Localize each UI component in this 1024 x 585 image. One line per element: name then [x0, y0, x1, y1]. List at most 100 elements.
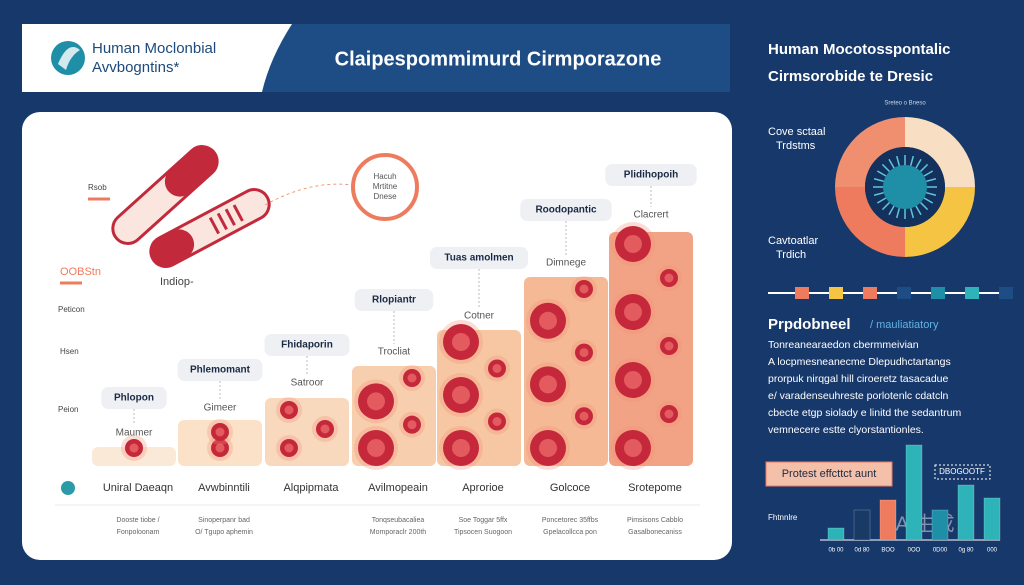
paragraph-line: cbecte etgp siolady e linitd the sedantr… [768, 407, 961, 419]
cell-core [129, 443, 139, 453]
legend-label: DBOGOOTF [939, 467, 985, 476]
section-tag: / mauliatiatory [870, 319, 939, 331]
cell-core [579, 348, 589, 358]
cell-core [539, 375, 557, 394]
cell-core [539, 439, 557, 457]
donut-segment [835, 187, 905, 257]
donut-segment [905, 117, 975, 187]
test-tube [111, 145, 219, 245]
legend-square [863, 287, 877, 299]
mini-bar-label: 000 [987, 548, 998, 554]
virus-spike [881, 163, 890, 172]
column-sub: Cotner [464, 311, 495, 322]
side-title: Human Mocotosspontalic [768, 41, 951, 58]
column-sub: Dimnege [546, 258, 586, 269]
virus-spike [926, 191, 937, 197]
virus-spike [923, 170, 934, 177]
mini-bar [931, 509, 949, 541]
mini-bar [827, 527, 845, 541]
legend-square [965, 287, 979, 299]
cell-core [407, 420, 417, 430]
paragraph-line: A locpmesneanecme Dlepudhctartangs [768, 356, 951, 368]
legend-square [795, 287, 809, 299]
column-label: Fhidaporin [281, 340, 333, 351]
column-sub: Satroor [291, 378, 324, 389]
side-title: Cirmsorobide te Dresic [768, 68, 933, 85]
note: Gpelacollcca pon [543, 529, 597, 536]
mini-bar-label: 0d 80 [854, 548, 870, 554]
category: Alqpipmata [283, 482, 339, 494]
donut-label: Trdstms [776, 140, 816, 152]
cell-core [664, 273, 674, 283]
cell-core [579, 411, 589, 421]
side-label: Peticon [58, 305, 85, 314]
axis-label: Fhtnnlre [768, 513, 798, 522]
test-tube [149, 188, 271, 268]
cell-core [624, 439, 642, 457]
legend-square [931, 287, 945, 299]
donut-label: Cavtoatlar [768, 235, 818, 247]
virus-spike [909, 155, 915, 166]
category: Aprorioe [462, 482, 504, 494]
note: Soe Toggar 5ffx [459, 517, 508, 524]
paragraph-line: prorpuk nirqgal hill ciroeretz tasacadue [768, 373, 949, 385]
note: Pimsisons Cabblo [627, 517, 683, 524]
cell-core [407, 373, 417, 383]
virus-spike [895, 155, 901, 166]
mini-bar-label: 0D00 [933, 548, 948, 554]
logo-line1: Human Moclonbial [92, 40, 216, 57]
donut-caption: Sreteo o Bneso [884, 101, 926, 107]
logo-leaf [58, 47, 80, 70]
column-label: Plidihopoih [624, 170, 678, 181]
tube-stripes [208, 204, 244, 235]
label-pill [177, 359, 263, 381]
mini-bar-label: 0b 00 [828, 548, 844, 554]
side-label: Hsen [60, 347, 79, 356]
note: Poncetorec 35ffbs [542, 517, 599, 524]
virus-spike [920, 163, 929, 172]
paragraph-line: Tonreanearaedon cbermmeivian [768, 339, 919, 351]
category: Golcoce [550, 482, 590, 494]
cell-core [452, 333, 470, 351]
cell-core [320, 424, 330, 434]
paragraph-line: e/ varadenseuhreste porlotenlc cdatcln [768, 390, 949, 402]
cell-core [215, 443, 225, 453]
virus-spike [876, 197, 887, 204]
virus-spike [923, 197, 934, 204]
donut-label: Trdich [776, 249, 806, 261]
cell-core [284, 443, 294, 453]
legend-square [897, 287, 911, 299]
mini-bar [879, 499, 897, 541]
side-label: OOBStn [60, 266, 101, 278]
callout-circle [351, 153, 419, 221]
cell-core [664, 341, 674, 351]
mini-bar [905, 444, 923, 541]
virus-spike [888, 158, 895, 169]
logo-banner [22, 24, 292, 92]
cell-core [664, 409, 674, 419]
cell-core [284, 405, 294, 415]
virus-spike [926, 177, 937, 183]
tube-cap [150, 229, 195, 267]
donut-label: Cove sctaal [768, 126, 825, 138]
virus-spike [881, 202, 890, 211]
virus-spike [876, 170, 887, 177]
callout-text: Mrtitne [373, 182, 398, 191]
column-label: Rlopiantr [372, 295, 416, 306]
virus [883, 165, 927, 209]
virus-spike [909, 208, 915, 219]
note: Dooste tiobe / [116, 517, 159, 524]
note: Sinoperpanr bad [198, 517, 250, 524]
category: Srotepome [628, 482, 682, 494]
note: Gasalbonecaniss [628, 529, 682, 536]
cell-core [452, 439, 470, 457]
column-sub: Gimeer [204, 403, 237, 414]
cell-core [367, 439, 385, 457]
tube-cap [164, 146, 218, 197]
label-pill [264, 334, 350, 356]
virus-spike [915, 158, 922, 169]
box-label: Protest effcttct aunt [782, 468, 877, 480]
note: Tonqseubacaliea [372, 517, 425, 524]
